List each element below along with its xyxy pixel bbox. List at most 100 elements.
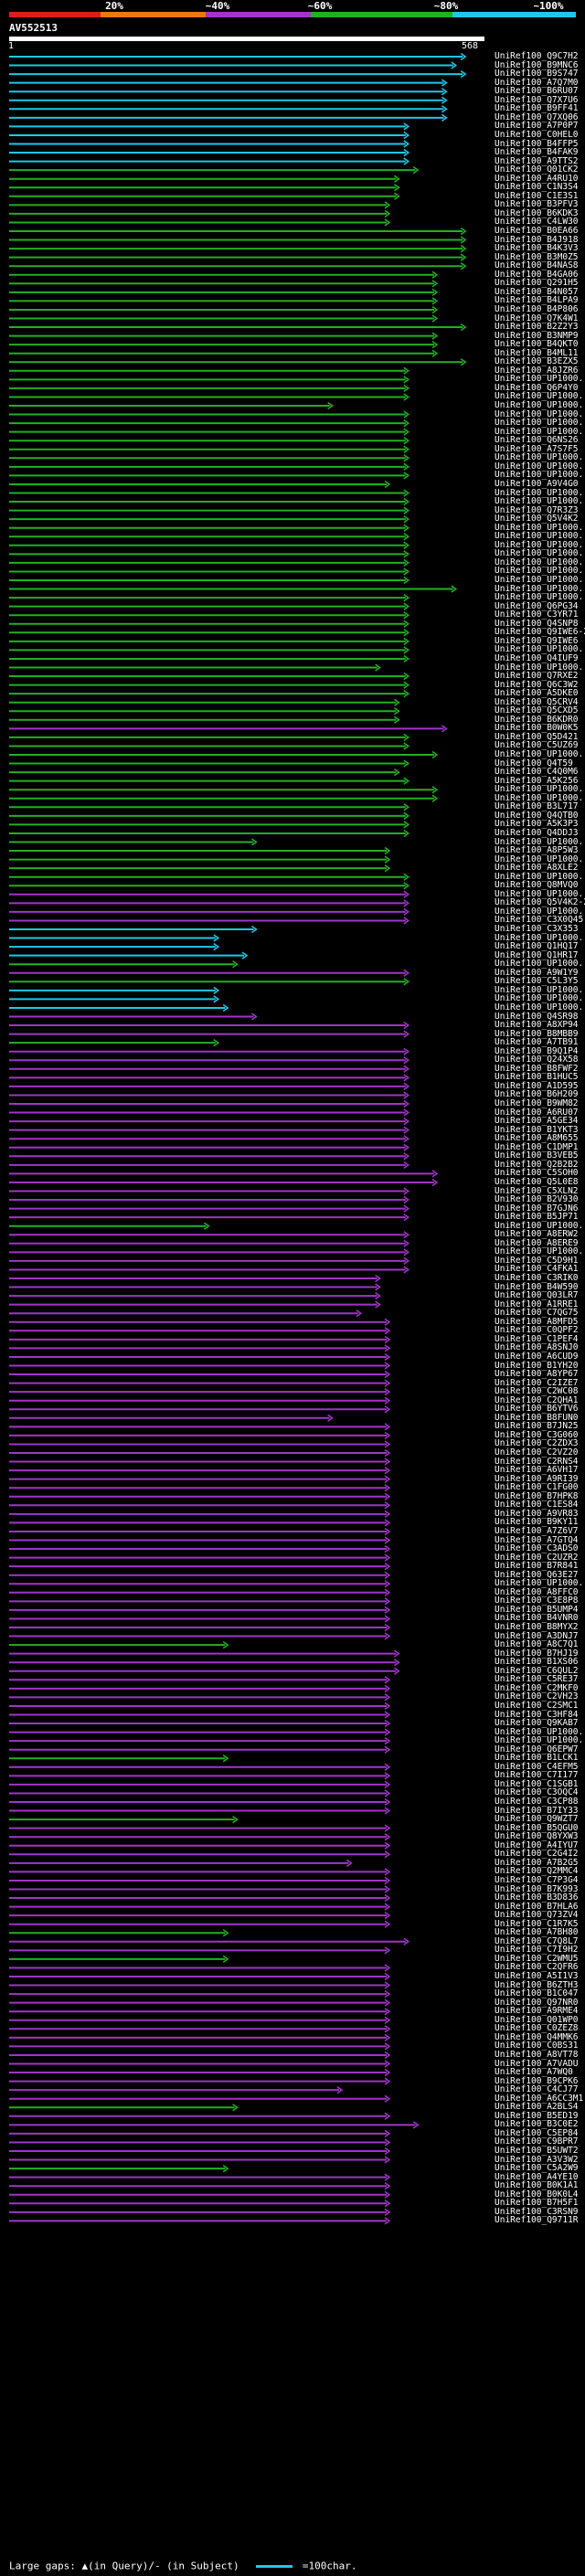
hit-label[interactable]: UniRef100_C1FG00 [495, 1482, 579, 1493]
hit-label[interactable]: UniRef100_B6ZTH3 [495, 1979, 579, 1990]
hit-label[interactable]: UniRef100_Q5L0E8 [495, 1176, 579, 1187]
hit-label[interactable]: UniRef100_A1D595 [495, 1080, 579, 1091]
hit-label[interactable]: UniRef100_A8VT78 [495, 2049, 579, 2060]
hit-label[interactable]: UniRef100_UP1000.. [495, 566, 585, 577]
hit-label[interactable]: UniRef100_Q6P4Y0 [495, 382, 579, 393]
hit-row[interactable] [9, 2077, 391, 2085]
hit-label[interactable]: UniRef100_A9RME4 [495, 2006, 579, 2017]
hit-label[interactable]: UniRef100_C3RSN9 [495, 2206, 579, 2217]
hit-label[interactable]: UniRef100_Q63E27 [495, 1569, 579, 1580]
hit-label[interactable]: UniRef100_C7QG75 [495, 1308, 579, 1319]
hit-row[interactable] [9, 1231, 410, 1239]
hit-row[interactable] [9, 1003, 229, 1012]
hit-row[interactable] [9, 358, 467, 366]
hit-label[interactable]: UniRef100_UP1000.. [495, 426, 585, 437]
hit-row[interactable] [9, 1300, 381, 1309]
hit-label[interactable]: UniRef100_C1N3S4 [495, 182, 579, 193]
hit-label[interactable]: UniRef100_B4GA06 [495, 269, 579, 280]
hit-row[interactable] [9, 2190, 391, 2199]
hit-row[interactable] [9, 140, 410, 148]
hit-row[interactable] [9, 864, 391, 873]
hit-label[interactable]: UniRef100_Q03LR7 [495, 1290, 579, 1301]
hit-row[interactable] [9, 829, 410, 838]
hit-row[interactable] [9, 934, 220, 942]
hit-label[interactable]: UniRef100_C2UZR2 [495, 1552, 579, 1563]
hit-label[interactable]: UniRef100_Q9KAB7 [495, 1718, 579, 1729]
hit-row[interactable] [9, 1780, 391, 1789]
hit-row[interactable] [9, 384, 410, 393]
hit-label[interactable]: UniRef100_Q4QTB0 [495, 810, 579, 821]
hit-label[interactable]: UniRef100_C2WMU5 [495, 1953, 579, 1964]
hit-label[interactable]: UniRef100_UP1000.. [495, 548, 585, 559]
hit-label[interactable]: UniRef100_B7R841 [495, 1561, 579, 1572]
hit-row[interactable] [9, 2025, 391, 2033]
hit-row[interactable] [9, 1012, 258, 1021]
hit-label[interactable]: UniRef100_A5K3P3 [495, 819, 579, 830]
hit-label[interactable]: UniRef100_B1LCK1 [495, 1753, 579, 1764]
hit-label[interactable]: UniRef100_A6RU07 [495, 1107, 579, 1118]
hit-row[interactable] [9, 1606, 391, 1615]
hit-label[interactable]: UniRef100_C5XLN2 [495, 1185, 579, 1196]
hit-row[interactable] [9, 2104, 239, 2112]
hit-row[interactable] [9, 550, 410, 558]
hit-label[interactable]: UniRef100_Q6C3W2 [495, 679, 579, 690]
hit-label[interactable]: UniRef100_A7VADU [495, 2058, 579, 2069]
hit-row[interactable] [9, 794, 439, 802]
hit-label[interactable]: UniRef100_A7S7F5 [495, 443, 579, 454]
hit-row[interactable] [9, 663, 381, 672]
hit-row[interactable] [9, 1684, 391, 1692]
hit-row[interactable] [9, 1536, 391, 1544]
hit-row[interactable] [9, 419, 410, 428]
hit-label[interactable]: UniRef100_UP1000.. [495, 888, 585, 899]
hit-row[interactable] [9, 227, 467, 236]
hit-label[interactable]: UniRef100_Q73ZV4 [495, 1910, 579, 1921]
hit-row[interactable] [9, 1344, 391, 1352]
hit-row[interactable] [9, 2094, 391, 2103]
hit-label[interactable]: UniRef100_B4FAK9 [495, 147, 579, 158]
hit-row[interactable] [9, 1187, 410, 1195]
hit-label[interactable]: UniRef100_B1YH20 [495, 1360, 579, 1371]
hit-row[interactable] [9, 1152, 410, 1161]
hit-label[interactable]: UniRef100_C0BS31 [495, 2041, 579, 2051]
hit-row[interactable] [9, 1544, 391, 1553]
hit-label[interactable]: UniRef100_UP1000.. [495, 408, 585, 419]
hit-row[interactable] [9, 1056, 410, 1065]
hit-row[interactable] [9, 558, 410, 567]
hit-label[interactable]: UniRef100_A3V3W2 [495, 2154, 579, 2165]
hit-label[interactable]: UniRef100_A4IYU7 [495, 1839, 579, 1850]
hit-row[interactable] [9, 1527, 391, 1536]
hit-label[interactable]: UniRef100_B1C047 [495, 1988, 579, 1999]
hit-label[interactable]: UniRef100_A4RU10 [495, 173, 579, 184]
hit-row[interactable] [9, 1632, 391, 1640]
hit-label[interactable]: UniRef100_UP1000.. [495, 1735, 585, 1746]
hit-row[interactable] [9, 1571, 391, 1579]
hit-row[interactable] [9, 672, 410, 681]
hit-row[interactable] [9, 1266, 410, 1274]
hit-label[interactable]: UniRef100_C4LW30 [495, 217, 579, 228]
hit-row[interactable] [9, 1370, 391, 1379]
hit-label[interactable]: UniRef100_A7P0P7 [495, 121, 579, 132]
hit-row[interactable] [9, 270, 439, 279]
hit-row[interactable] [9, 401, 334, 410]
hit-label[interactable]: UniRef100_B7HLA6 [495, 1901, 579, 1912]
hit-row[interactable] [9, 1929, 229, 1937]
hit-row[interactable] [9, 366, 410, 375]
hit-row[interactable] [9, 1640, 229, 1649]
hit-label[interactable]: UniRef100_C1E3S1 [495, 190, 579, 201]
hit-label[interactable]: UniRef100_C3E8P8 [495, 1595, 579, 1606]
hit-row[interactable] [9, 768, 400, 777]
hit-row[interactable] [9, 585, 458, 593]
hit-row[interactable] [9, 314, 439, 323]
hit-row[interactable] [9, 1763, 391, 1771]
hit-label[interactable]: UniRef100_C2MKF0 [495, 1682, 579, 1693]
hit-row[interactable] [9, 2068, 391, 2077]
hit-label[interactable]: UniRef100_UP1000.. [495, 452, 585, 463]
hit-label[interactable]: UniRef100_Q1HR17 [495, 949, 579, 960]
hit-label[interactable]: UniRef100_A8SNJ0 [495, 1342, 579, 1353]
hit-label[interactable]: UniRef100_B3EZX5 [495, 356, 579, 367]
hit-row[interactable] [9, 750, 439, 759]
hit-label[interactable]: UniRef100_UP1000.. [495, 1246, 585, 1257]
hit-row[interactable] [9, 1912, 391, 1920]
hit-row[interactable] [9, 838, 258, 846]
hit-label[interactable]: UniRef100_A9V4G0 [495, 478, 579, 489]
